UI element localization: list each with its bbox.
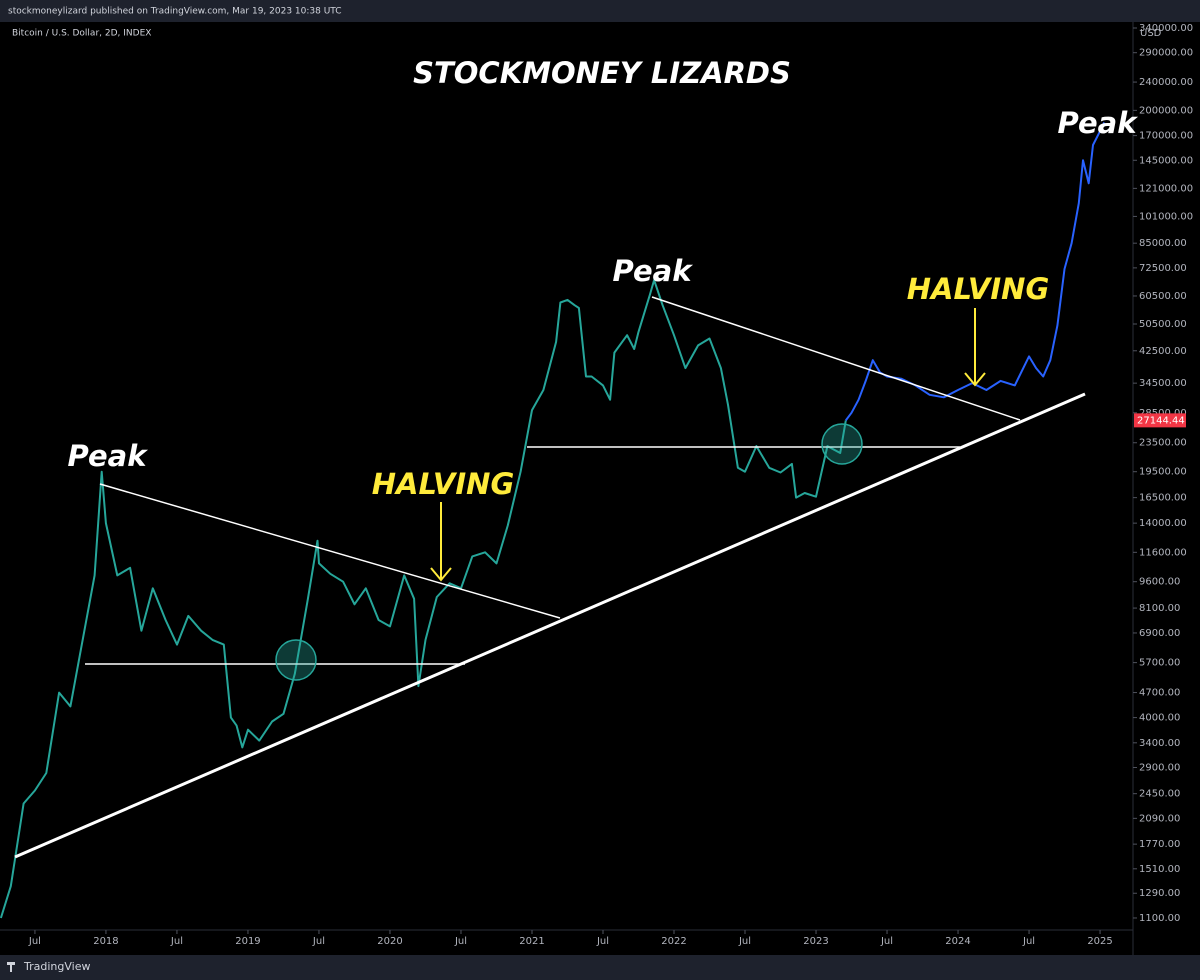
y-tick-label: 85000.00 — [1139, 238, 1187, 249]
y-tick-label: 16500.00 — [1139, 493, 1187, 504]
annotation: Peak — [613, 254, 694, 288]
y-tick-label: 340000.00 — [1139, 23, 1193, 34]
resistance-line — [99, 483, 561, 619]
y-tick-label: 1290.00 — [1139, 888, 1180, 899]
y-tick-label: 121000.00 — [1139, 183, 1193, 194]
annotation: Peak — [1058, 106, 1139, 140]
x-tick-label: 2025 — [1087, 936, 1112, 947]
y-tick-label: 4700.00 — [1139, 688, 1180, 699]
y-tick-label: 34500.00 — [1139, 378, 1187, 389]
x-tick-label: Jul — [170, 936, 183, 947]
x-tick-label: 2024 — [945, 936, 970, 947]
y-tick-label: 23500.00 — [1139, 438, 1187, 449]
y-tick-label: 170000.00 — [1139, 131, 1193, 142]
y-tick-label: 2900.00 — [1139, 763, 1180, 774]
price-line — [0, 279, 847, 919]
y-tick-label: 5700.00 — [1139, 658, 1180, 669]
x-tick-label: Jul — [312, 936, 325, 947]
halving-arrow — [964, 308, 986, 387]
last-price-box — [1134, 413, 1186, 428]
y-tick-label: 4000.00 — [1139, 713, 1180, 724]
x-tick-label: 2023 — [803, 936, 828, 947]
last-price-label: 27144.44 — [1137, 415, 1185, 426]
footer-bar — [0, 955, 1200, 980]
annotation: HALVING — [907, 272, 1050, 306]
axis-unit: USD — [1140, 28, 1162, 39]
y-tick-label: 50500.00 — [1139, 319, 1187, 330]
x-tick-label: Jul — [454, 936, 467, 947]
y-tick-label: 2450.00 — [1139, 789, 1180, 800]
y-tick-label: 2090.00 — [1139, 813, 1180, 824]
y-tick-label: 101000.00 — [1139, 211, 1193, 222]
header-bar — [0, 0, 1200, 22]
x-tick-label: Jul — [596, 936, 609, 947]
y-tick-label: 240000.00 — [1139, 77, 1193, 88]
y-tick-label: 60500.00 — [1139, 291, 1187, 302]
y-tick-label: 145000.00 — [1139, 155, 1193, 166]
brand: TradingView — [23, 960, 90, 973]
y-tick-label: 42500.00 — [1139, 346, 1187, 357]
publisher: stockmoneylizard published on TradingVie… — [8, 7, 342, 17]
price-line — [845, 122, 1106, 421]
x-tick-label: 2021 — [519, 936, 544, 947]
x-tick-label: 2022 — [661, 936, 686, 947]
brand-logo — [7, 962, 15, 972]
support-line — [14, 392, 1086, 859]
y-tick-label: 290000.00 — [1139, 48, 1193, 59]
y-tick-label: 28500.00 — [1139, 408, 1187, 419]
y-tick-label: 19500.00 — [1139, 467, 1187, 478]
y-tick-label: 11600.00 — [1139, 547, 1187, 558]
x-tick-label: Jul — [880, 936, 893, 947]
annotation: HALVING — [372, 467, 515, 501]
y-tick-label: 1770.00 — [1139, 839, 1180, 850]
y-tick-label: 1510.00 — [1139, 864, 1180, 875]
x-tick-label: 2020 — [377, 936, 402, 947]
resistance-line — [651, 296, 1021, 421]
x-tick-label: 2019 — [235, 936, 260, 947]
y-tick-label: 200000.00 — [1139, 105, 1193, 116]
symbol: Bitcoin / U.S. Dollar, 2D, INDEX — [12, 29, 151, 39]
y-tick-label: 3400.00 — [1139, 738, 1180, 749]
drawings — [14, 296, 1086, 859]
x-tick-label: Jul — [738, 936, 751, 947]
annotation: Peak — [68, 439, 149, 473]
y-tick-label: 14000.00 — [1139, 518, 1187, 529]
breakout-circle — [821, 423, 863, 465]
halving-arrow — [430, 502, 452, 582]
chart-title: STOCKMONEY LIZARDS — [413, 56, 791, 90]
y-tick-label: 72500.00 — [1139, 263, 1187, 274]
y-tick-label: 9600.00 — [1139, 577, 1180, 588]
x-tick-label: Jul — [1022, 936, 1035, 947]
x-tick-label: Jul — [28, 936, 41, 947]
plot — [0, 122, 1106, 919]
y-tick-label: 6900.00 — [1139, 628, 1180, 639]
breakout-circle — [275, 639, 317, 681]
x-tick-label: 2018 — [93, 936, 118, 947]
y-tick-label: 8100.00 — [1139, 603, 1180, 614]
y-tick-label: 1100.00 — [1139, 913, 1180, 924]
